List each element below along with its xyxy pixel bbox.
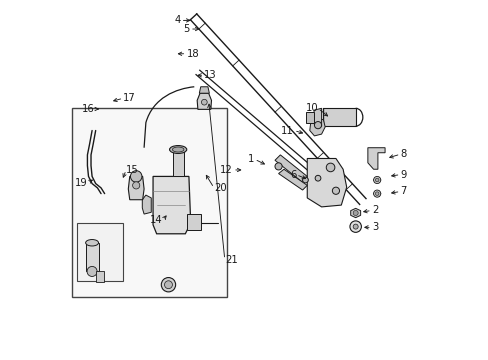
Circle shape — [373, 176, 380, 184]
Text: 21: 21 — [224, 255, 237, 265]
Circle shape — [314, 122, 321, 129]
Bar — [96, 271, 103, 282]
Polygon shape — [367, 148, 384, 169]
Circle shape — [302, 177, 308, 183]
Text: 9: 9 — [400, 170, 406, 180]
Circle shape — [375, 178, 378, 182]
Polygon shape — [323, 108, 355, 126]
Circle shape — [373, 190, 380, 197]
Text: 11: 11 — [281, 126, 293, 135]
Text: 16: 16 — [81, 104, 94, 114]
Bar — [172, 151, 183, 176]
Circle shape — [274, 163, 282, 170]
Ellipse shape — [85, 239, 99, 246]
Polygon shape — [278, 169, 306, 190]
Bar — [77, 223, 122, 281]
Bar — [305, 112, 313, 123]
Polygon shape — [153, 176, 190, 234]
Text: 2: 2 — [371, 206, 377, 216]
Polygon shape — [274, 155, 306, 182]
Polygon shape — [350, 208, 360, 218]
Text: 12: 12 — [220, 165, 233, 175]
Circle shape — [332, 187, 339, 194]
Circle shape — [132, 182, 140, 189]
Polygon shape — [142, 195, 151, 214]
Text: 19: 19 — [75, 178, 87, 188]
Text: 5: 5 — [183, 24, 190, 34]
Text: 20: 20 — [214, 183, 226, 193]
Text: 14: 14 — [150, 215, 163, 225]
Text: 3: 3 — [371, 222, 377, 232]
Text: 4: 4 — [174, 15, 180, 26]
Polygon shape — [306, 158, 346, 207]
Circle shape — [164, 281, 172, 289]
Polygon shape — [309, 118, 325, 136]
Text: 8: 8 — [400, 149, 406, 159]
Polygon shape — [197, 93, 211, 109]
Circle shape — [375, 192, 378, 195]
Bar — [72, 108, 226, 297]
Bar — [85, 243, 99, 271]
Circle shape — [349, 221, 361, 232]
Text: 15: 15 — [126, 165, 139, 175]
Text: 13: 13 — [204, 70, 217, 80]
Polygon shape — [128, 176, 144, 200]
Text: 1: 1 — [247, 154, 254, 164]
Text: 6: 6 — [289, 170, 296, 180]
Polygon shape — [199, 87, 209, 93]
Circle shape — [352, 224, 357, 229]
Circle shape — [161, 278, 175, 292]
Polygon shape — [312, 108, 321, 126]
Circle shape — [352, 211, 357, 216]
Circle shape — [325, 163, 334, 172]
Circle shape — [201, 99, 207, 105]
Text: 18: 18 — [186, 49, 199, 59]
Circle shape — [130, 171, 142, 182]
Text: 7: 7 — [400, 186, 406, 197]
Text: 17: 17 — [123, 93, 136, 103]
Ellipse shape — [169, 145, 186, 153]
Text: 10: 10 — [305, 103, 317, 113]
Circle shape — [314, 175, 320, 181]
Ellipse shape — [172, 147, 183, 152]
Circle shape — [87, 266, 97, 276]
Bar — [187, 214, 201, 230]
